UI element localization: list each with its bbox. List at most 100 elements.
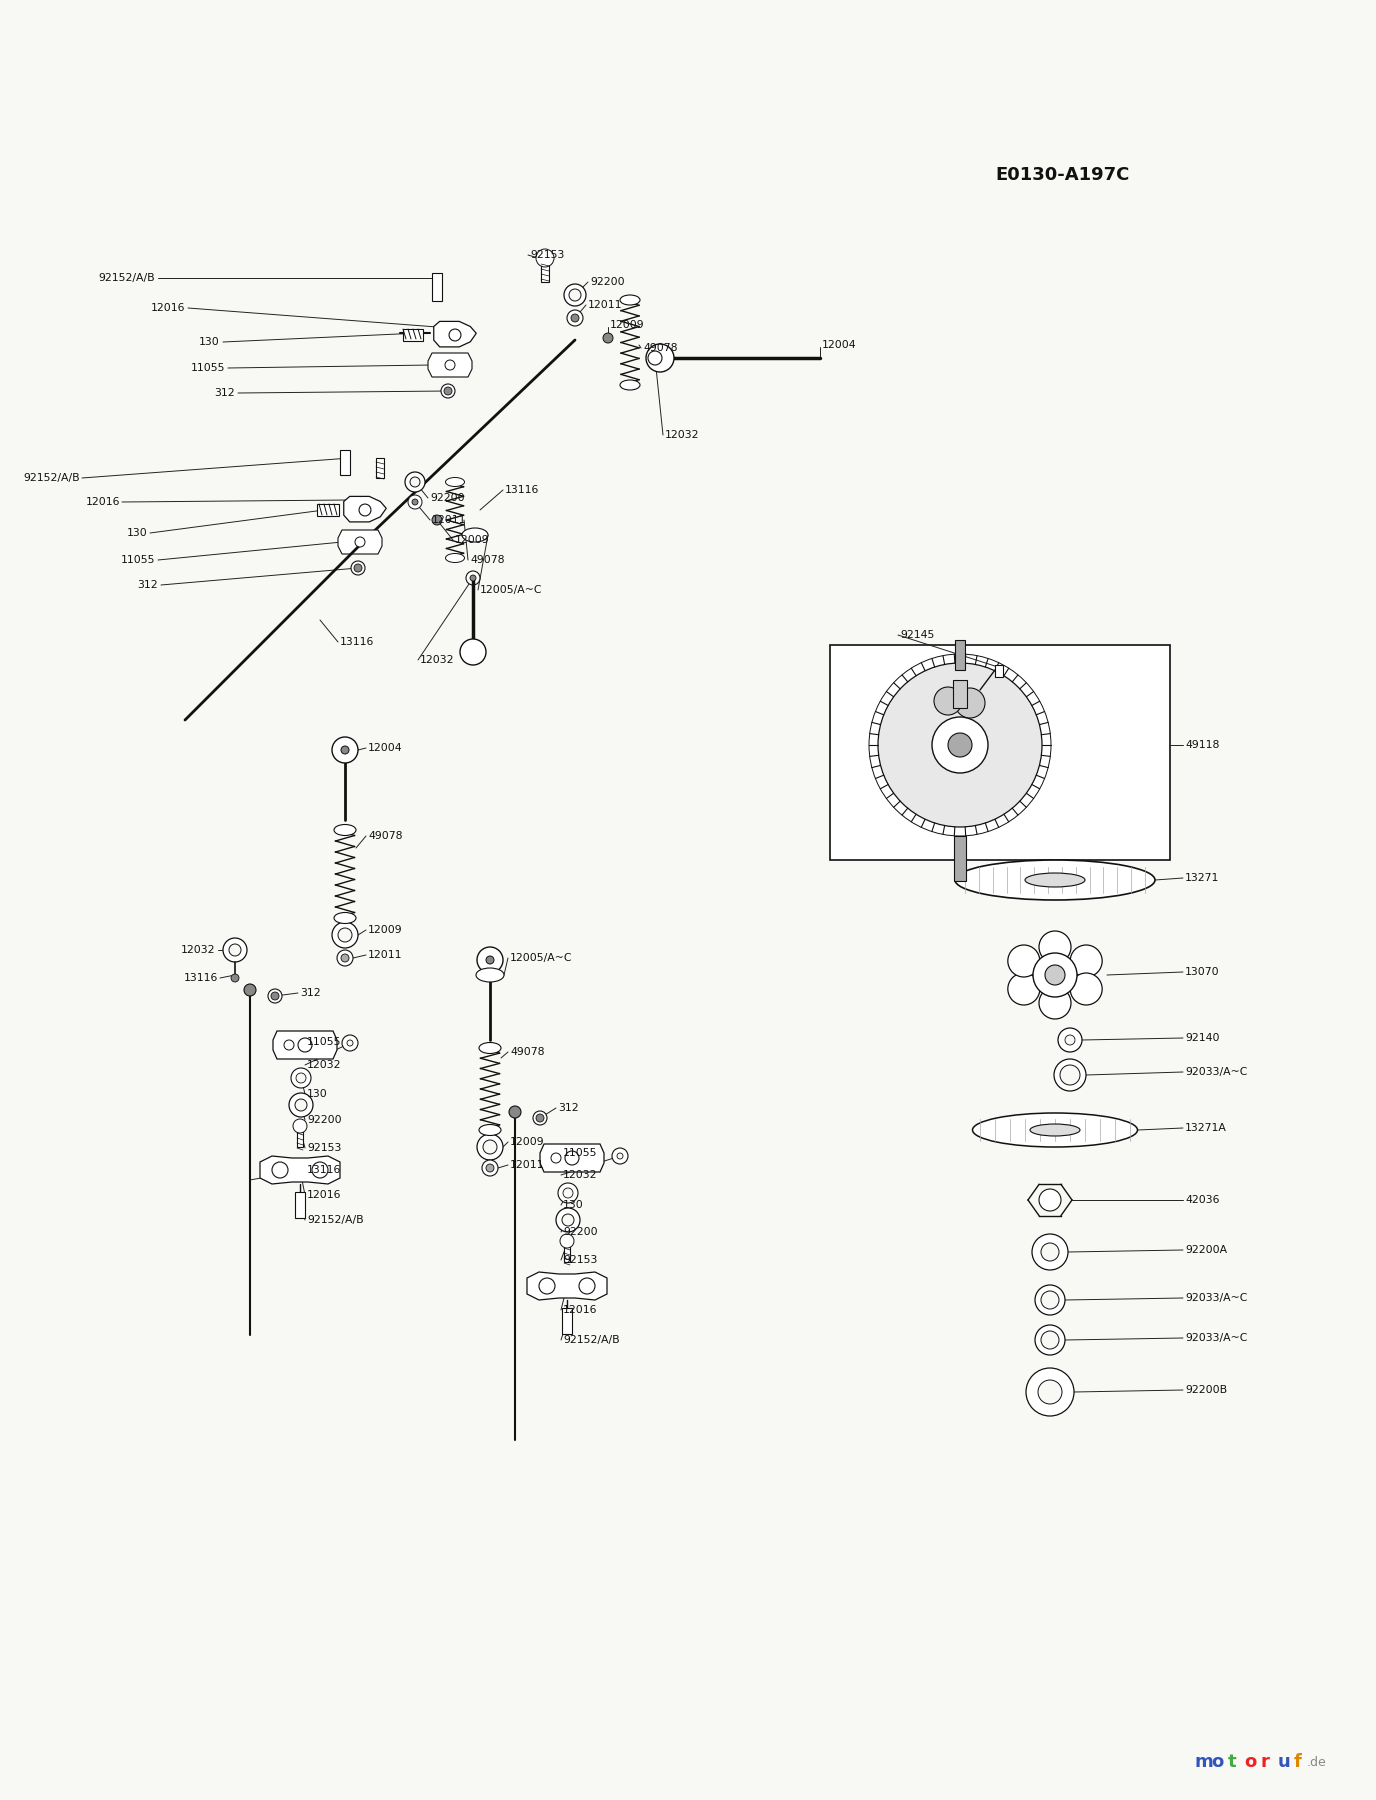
Bar xyxy=(403,329,422,340)
Bar xyxy=(954,835,966,880)
Circle shape xyxy=(560,1235,574,1247)
Circle shape xyxy=(444,387,451,394)
Polygon shape xyxy=(338,529,383,554)
Circle shape xyxy=(1032,1235,1068,1271)
Circle shape xyxy=(564,284,586,306)
Text: 92033/A~C: 92033/A~C xyxy=(1185,1334,1248,1343)
Circle shape xyxy=(477,1134,504,1159)
Circle shape xyxy=(645,344,674,373)
Text: u: u xyxy=(1277,1753,1291,1771)
Circle shape xyxy=(228,943,241,956)
Polygon shape xyxy=(539,1145,604,1172)
Circle shape xyxy=(1042,1330,1060,1348)
Text: 92200: 92200 xyxy=(429,493,465,502)
Text: 11055: 11055 xyxy=(190,364,226,373)
Circle shape xyxy=(223,938,248,961)
Text: E0130-A197C: E0130-A197C xyxy=(995,166,1130,184)
Circle shape xyxy=(537,248,555,266)
Circle shape xyxy=(482,1159,498,1175)
Text: 12005/A~C: 12005/A~C xyxy=(510,952,572,963)
Polygon shape xyxy=(527,1273,607,1300)
Circle shape xyxy=(932,716,988,772)
Circle shape xyxy=(354,563,362,572)
Circle shape xyxy=(355,536,365,547)
Text: 12004: 12004 xyxy=(367,743,403,752)
Circle shape xyxy=(612,1148,627,1165)
Text: 92153: 92153 xyxy=(563,1255,597,1265)
Circle shape xyxy=(347,1040,354,1046)
Ellipse shape xyxy=(1031,1123,1080,1136)
Text: 92152/A/B: 92152/A/B xyxy=(307,1215,363,1226)
Ellipse shape xyxy=(446,477,465,486)
Circle shape xyxy=(283,1040,294,1049)
Ellipse shape xyxy=(1025,873,1086,887)
Polygon shape xyxy=(260,1156,340,1184)
Text: 12016: 12016 xyxy=(85,497,120,508)
Circle shape xyxy=(271,992,279,1001)
Text: 13271: 13271 xyxy=(1185,873,1219,884)
Text: 13116: 13116 xyxy=(340,637,374,646)
Circle shape xyxy=(359,504,372,517)
Text: o: o xyxy=(1244,1753,1256,1771)
Circle shape xyxy=(440,383,455,398)
Circle shape xyxy=(471,574,476,581)
Circle shape xyxy=(934,688,962,715)
Text: 92200A: 92200A xyxy=(1185,1246,1227,1255)
Bar xyxy=(564,1244,570,1262)
Text: 12009: 12009 xyxy=(510,1138,545,1147)
Text: 13116: 13116 xyxy=(183,974,217,983)
Circle shape xyxy=(1065,1035,1075,1046)
Text: 312: 312 xyxy=(300,988,321,997)
Circle shape xyxy=(1026,1368,1075,1417)
Bar xyxy=(297,1129,303,1147)
Bar xyxy=(316,504,338,517)
Circle shape xyxy=(1039,1190,1061,1211)
Circle shape xyxy=(337,950,354,967)
Text: 312: 312 xyxy=(138,580,158,590)
Text: 11055: 11055 xyxy=(121,554,155,565)
Text: 130: 130 xyxy=(563,1201,583,1210)
Circle shape xyxy=(290,1067,311,1087)
Circle shape xyxy=(533,1111,548,1125)
Text: 12011: 12011 xyxy=(367,950,403,959)
Circle shape xyxy=(312,1163,327,1177)
Bar xyxy=(830,644,1170,860)
Circle shape xyxy=(1071,974,1102,1004)
Circle shape xyxy=(603,333,612,344)
Ellipse shape xyxy=(621,380,640,391)
Text: o: o xyxy=(1211,1753,1223,1771)
Polygon shape xyxy=(433,322,476,347)
Text: 12032: 12032 xyxy=(420,655,454,664)
Circle shape xyxy=(539,1278,555,1294)
Text: 12032: 12032 xyxy=(307,1060,341,1069)
Ellipse shape xyxy=(446,554,465,562)
Circle shape xyxy=(878,662,1042,826)
Circle shape xyxy=(1042,1291,1060,1309)
Circle shape xyxy=(1038,1381,1062,1404)
Text: f: f xyxy=(1293,1753,1302,1771)
Text: 92200: 92200 xyxy=(590,277,625,286)
Circle shape xyxy=(299,1039,312,1051)
Text: 13070: 13070 xyxy=(1185,967,1219,977)
Circle shape xyxy=(955,688,985,718)
Circle shape xyxy=(268,988,282,1003)
Bar xyxy=(541,259,549,283)
Circle shape xyxy=(1035,1285,1065,1316)
Circle shape xyxy=(1035,1325,1065,1355)
Text: 11055: 11055 xyxy=(307,1037,341,1048)
Circle shape xyxy=(648,351,662,365)
Circle shape xyxy=(559,1183,578,1202)
Circle shape xyxy=(244,985,256,995)
Text: 11055: 11055 xyxy=(563,1148,597,1157)
Text: 312: 312 xyxy=(215,389,235,398)
Circle shape xyxy=(332,922,358,949)
Bar xyxy=(561,1309,572,1334)
Circle shape xyxy=(410,477,420,488)
Text: 92033/A~C: 92033/A~C xyxy=(1185,1292,1248,1303)
Polygon shape xyxy=(272,1031,337,1058)
Circle shape xyxy=(948,733,971,758)
Text: 312: 312 xyxy=(559,1103,579,1112)
Circle shape xyxy=(1039,931,1071,963)
Circle shape xyxy=(1042,1244,1060,1262)
Circle shape xyxy=(405,472,425,491)
